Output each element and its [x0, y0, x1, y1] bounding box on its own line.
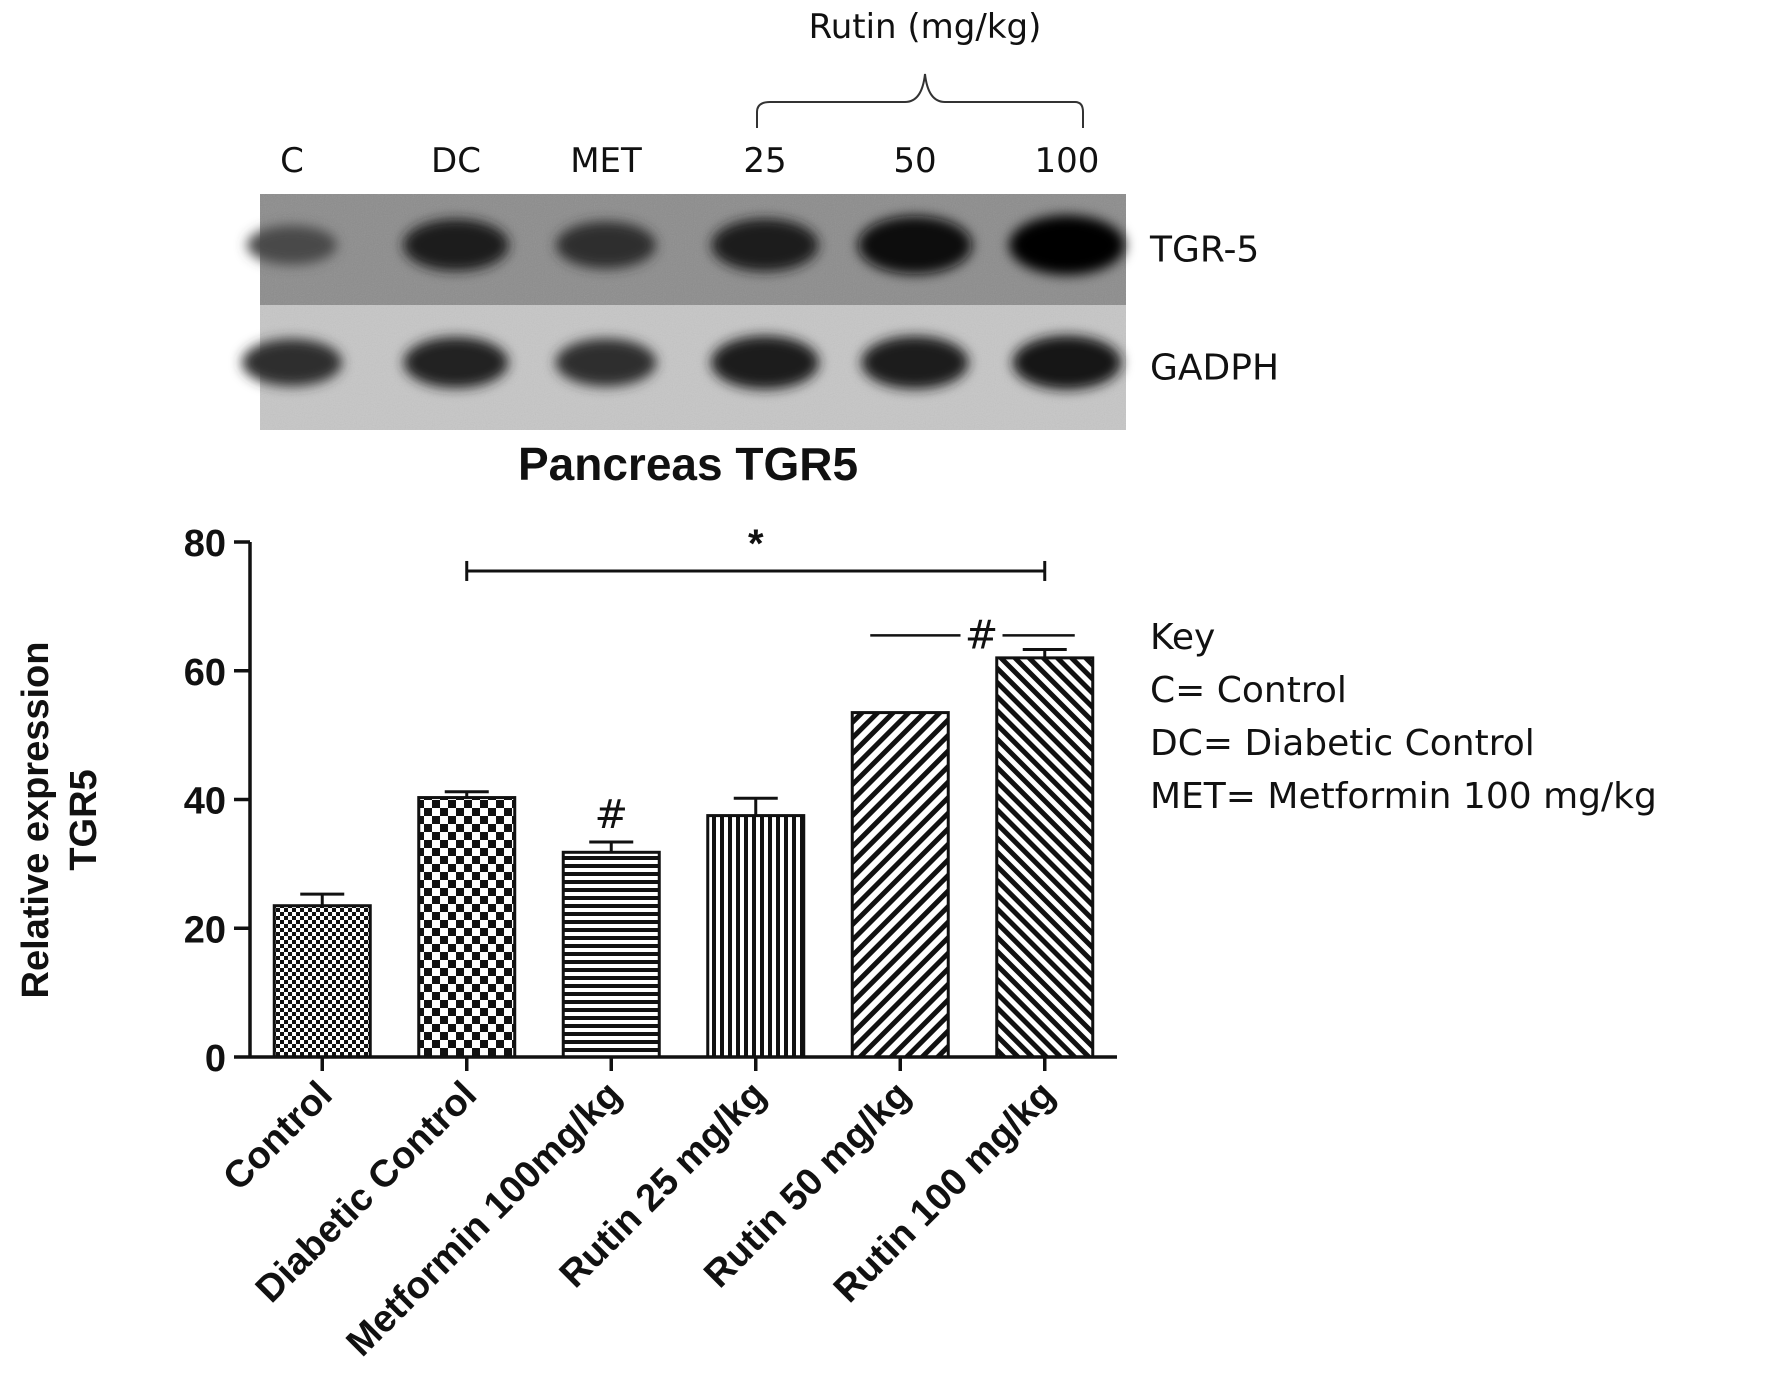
bar [417, 796, 517, 1059]
lane-label: MET [570, 141, 642, 181]
blot-band [711, 218, 819, 272]
bar [561, 850, 661, 1059]
lane-label: 50 [893, 141, 936, 181]
key-entry-diabetic-control: DC= Diabetic Control [1150, 723, 1535, 764]
y-tick-label: 40 [184, 781, 226, 823]
y-axis-label: Relative expression TGR5 [15, 642, 105, 999]
blot-band [247, 225, 337, 265]
blot-row-label: GADPH [1150, 348, 1279, 389]
blot-row: TGR-5 [247, 194, 1259, 305]
blot-strip-texture [260, 305, 1126, 430]
y-tick-label: 80 [184, 523, 226, 565]
lane-label: C [280, 141, 304, 181]
lane-labels: C DC MET 25 50 100 [280, 141, 1099, 181]
y-tick-label: 0 [205, 1038, 226, 1080]
bar [850, 711, 950, 1059]
bars [272, 648, 1095, 1059]
bar [272, 904, 372, 1059]
blot-band [403, 219, 509, 272]
blot-strip-texture [260, 194, 1126, 305]
bar [706, 814, 806, 1059]
key-entry-control: C= Control [1150, 670, 1347, 711]
rutin-group-label: Rutin (mg/kg) [809, 7, 1042, 47]
y-tick-label: 20 [184, 909, 226, 951]
blot-band [1009, 215, 1125, 276]
bar [995, 656, 1095, 1059]
blot-membrane: TGR-5 GADPH [242, 194, 1279, 430]
x-tick-label: Control [215, 1074, 340, 1199]
blot-row-label: TGR-5 [1149, 230, 1259, 271]
key-entry-metformin: MET= Metformin 100 mg/kg [1150, 776, 1657, 817]
lane-label: 25 [743, 141, 786, 181]
y-axis-label-line2: TGR5 [63, 769, 105, 870]
key-title: Key [1150, 617, 1215, 658]
blot-band [403, 336, 509, 389]
blot-band [555, 338, 657, 387]
blot-band [858, 215, 972, 275]
chart-title: Pancreas TGR5 [518, 438, 858, 490]
blot-band [242, 338, 342, 387]
sig-star: * [748, 522, 764, 566]
lane-label: 100 [1035, 141, 1100, 181]
sig-hash: # [965, 612, 999, 658]
blot-band [556, 221, 656, 269]
x-tick-label: Metformin 100mg/kg [339, 1074, 630, 1365]
significance-annotations: * # # [465, 522, 1075, 838]
blot-band [711, 335, 819, 390]
y-tick-label: 60 [184, 652, 226, 694]
key-legend: Key C= Control DC= Diabetic Control MET=… [1150, 617, 1657, 817]
lane-label: DC [431, 141, 481, 181]
western-blot: Rutin (mg/kg) C DC MET 25 50 100 TGR-5 GADPH [242, 7, 1279, 430]
sig-hash: # [594, 792, 628, 838]
blot-band [861, 336, 969, 389]
y-axis-label-line1: Relative expression [15, 642, 57, 999]
y-axis: 0 20 40 60 80 [184, 523, 252, 1080]
blot-band [1012, 335, 1122, 390]
blot-row: GADPH [242, 305, 1279, 430]
rutin-group-brace [756, 73, 1084, 128]
